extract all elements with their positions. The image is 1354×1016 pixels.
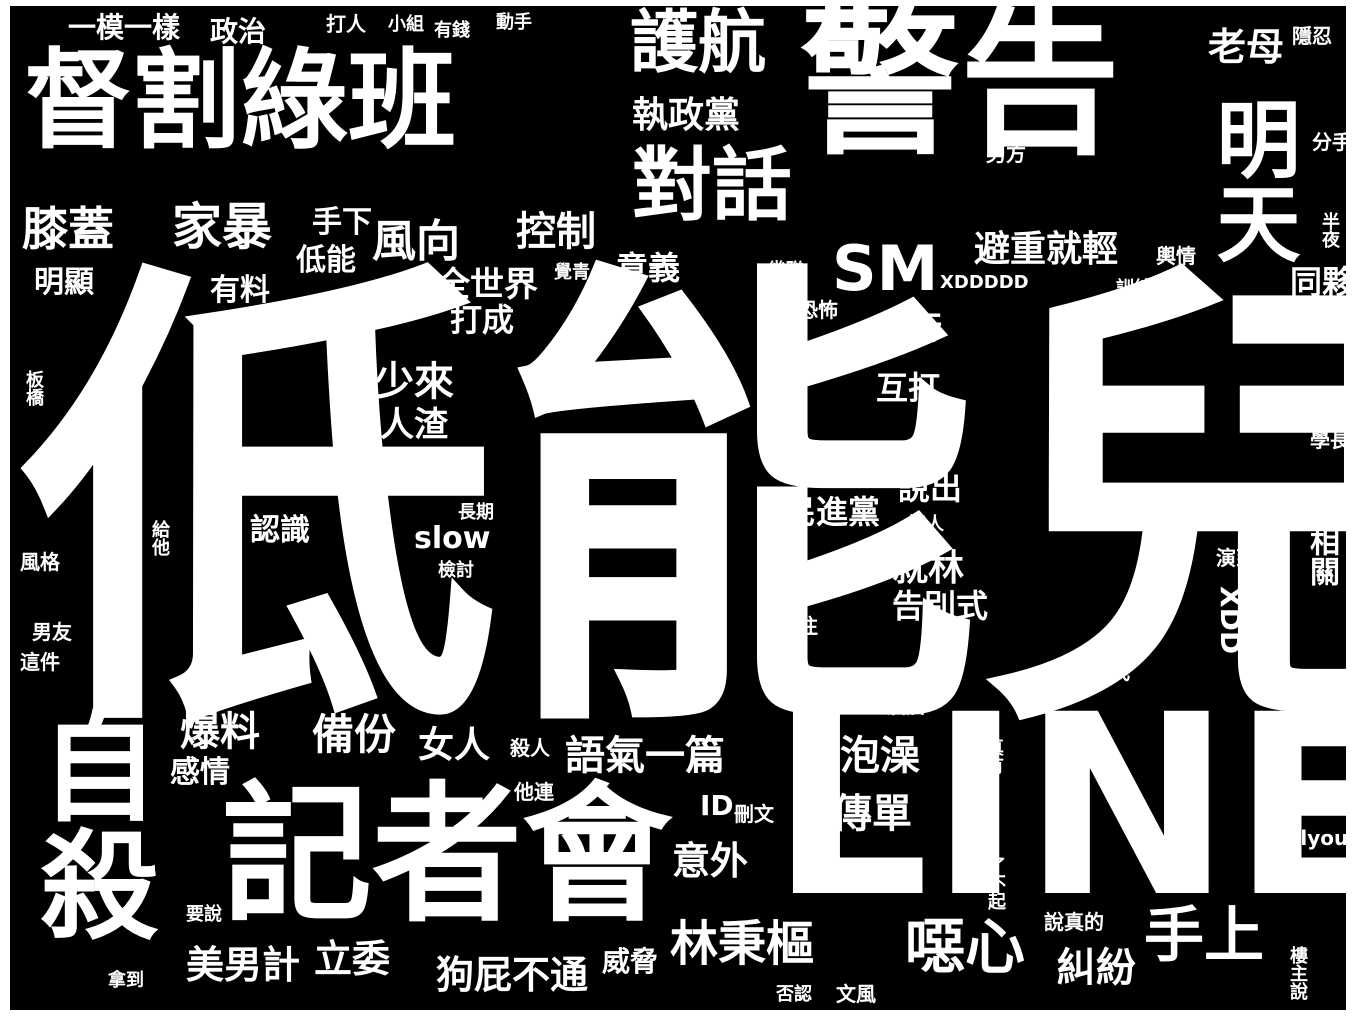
cloud-word: 記者會 [222, 769, 673, 943]
cloud-word: 意義 [616, 249, 681, 287]
cloud-word: 范雲人 [1294, 316, 1346, 340]
cloud-word: 自殺 [20, 706, 158, 942]
cloud-word: 了不起 [985, 856, 1006, 910]
cloud-word: 就林 [892, 548, 965, 589]
cloud-word: 執政黨 [632, 95, 741, 136]
cloud-word: 訓練有素 [1116, 278, 1188, 299]
cloud-word: 明顯 [34, 265, 94, 300]
cloud-word: 有錢 [434, 20, 470, 41]
cloud-word: 文風 [836, 982, 876, 1006]
cloud-word: 長期 [458, 502, 494, 523]
cloud-word: 備份 [312, 710, 397, 759]
cloud-word: 樓主說 [1287, 946, 1308, 1000]
cloud-word: 威脅 [602, 945, 659, 978]
cloud-word: 噁心 [905, 913, 1025, 983]
cloud-word: 膝蓋 [22, 202, 114, 256]
cloud-word: 說真的 [1044, 910, 1104, 934]
cloud-word: 嗯呢 [1173, 816, 1194, 852]
cloud-word: 演到 [1216, 546, 1256, 570]
cloud-word: 手上 [1144, 901, 1264, 971]
cloud-word: 酒店 [886, 694, 926, 718]
cloud-word: 立委 [314, 937, 391, 981]
cloud-word: 拿到 [108, 970, 144, 991]
cloud-word: 人渣 [380, 405, 448, 445]
cloud-word: 糾紛 [1056, 945, 1136, 991]
cloud-word: 少來 [374, 359, 454, 405]
cloud-word: 交往 [778, 614, 818, 638]
cloud-word: 認識 [250, 513, 310, 548]
cloud-word: 家暴 [172, 198, 272, 256]
cloud-word: 一模一樣 [68, 11, 181, 44]
cloud-word: 女人 [418, 725, 491, 766]
cloud-word: 避重就輕 [974, 229, 1119, 270]
cloud-word: 督割綠班 [24, 39, 457, 164]
cloud-word: 幾聯 [768, 260, 804, 281]
cloud-word: 民進黨 [784, 493, 881, 531]
cloud-word: 護航 [630, 6, 767, 83]
cloud-word: 刪文 [734, 802, 774, 826]
cloud-word: 泡澡 [840, 733, 920, 779]
cloud-word: 打成 [450, 301, 515, 339]
cloud-word: 覺青 [554, 262, 590, 283]
cloud-word: XDDDDD [940, 272, 1029, 293]
cloud-word: 說出 [898, 469, 963, 507]
cloud-word: 輿情 [1156, 244, 1196, 268]
cloud-word: 風格 [20, 550, 60, 574]
cloud-word: 美男計 [186, 943, 301, 987]
cloud-word: 要說 [186, 904, 222, 925]
cloud-word: 半夜 [1319, 212, 1340, 248]
cloud-word: 明天 [1203, 96, 1301, 264]
cloud-word: 男友 [32, 620, 72, 644]
cloud-word: 情人 [908, 514, 944, 535]
cloud-word: 動手 [496, 12, 532, 33]
cloud-word: 政治 [210, 15, 267, 48]
cloud-word: 學長 [1310, 428, 1346, 452]
cloud-word: 傳單 [832, 791, 912, 837]
cloud-word: 風向 [372, 216, 460, 267]
cloud-word: 否認 [776, 984, 812, 1005]
cloud-word: 老母 [1208, 25, 1285, 69]
cloud-word: 板橋 [23, 370, 44, 406]
cloud-word: 狗屁不通 [436, 953, 589, 997]
cloud-word: 手下 [312, 205, 372, 240]
cloud-word: 分手 [1312, 130, 1346, 154]
cloud-word: 這件 [20, 650, 60, 674]
cloud-word: 林秉樞 [670, 916, 815, 972]
cloud-word: 警告 [800, 6, 1121, 177]
cloud-word: 低能兒 [20, 228, 1346, 787]
cloud-word: SM [832, 232, 939, 305]
cloud-word: 同夥 [1290, 263, 1346, 301]
cloud-word: 被害人 [1175, 718, 1196, 772]
cloud-word: 給他 [149, 520, 170, 556]
cloud-word: 低能 [296, 243, 356, 278]
cloud-word: ID [700, 789, 734, 822]
cloud-word: 狗爬式 [1070, 660, 1130, 684]
cloud-word: slow [414, 521, 491, 556]
cloud-word: 打人 [326, 12, 366, 36]
cloud-word: 意外 [672, 839, 749, 883]
cloud-word: 隱忍 [1292, 24, 1332, 48]
cloud-word: 全世界 [436, 265, 538, 305]
cloud-word: 告別式 [892, 587, 989, 625]
cloud-word: 對話 [632, 139, 792, 232]
cloud-word: XDD [1214, 586, 1247, 655]
cloud-word: 恐怖 [798, 298, 838, 322]
cloud-word: 互打 [876, 369, 941, 407]
cloud-word: allyour [1280, 826, 1346, 850]
cloud-word: 他連 [514, 780, 554, 804]
cloud-word: 殺人 [510, 736, 550, 760]
cloud-word: 感情 [170, 755, 230, 790]
word-cloud: 低能兒 LINE 警告記者會 督割綠班自殺 明天 對話 護航 SM 林秉樞 噁心 手上 膝蓋 家暴 老母風… [10, 6, 1346, 1010]
cloud-word: 真有 [983, 738, 1004, 774]
cloud-word: 爆料 [180, 709, 260, 755]
cloud-word: 相關 [1304, 526, 1339, 586]
cloud-word: 控制 [516, 209, 596, 255]
cloud-word: 都行 [878, 309, 943, 347]
cloud-word: LINE [770, 661, 1346, 952]
cloud-word: 檢討 [438, 560, 474, 581]
cloud-word: 小組 [388, 14, 424, 35]
cloud-word: 男方 [986, 142, 1026, 166]
cloud-word: 有料 [210, 273, 270, 308]
cloud-word: 語氣一篇 [565, 733, 725, 779]
